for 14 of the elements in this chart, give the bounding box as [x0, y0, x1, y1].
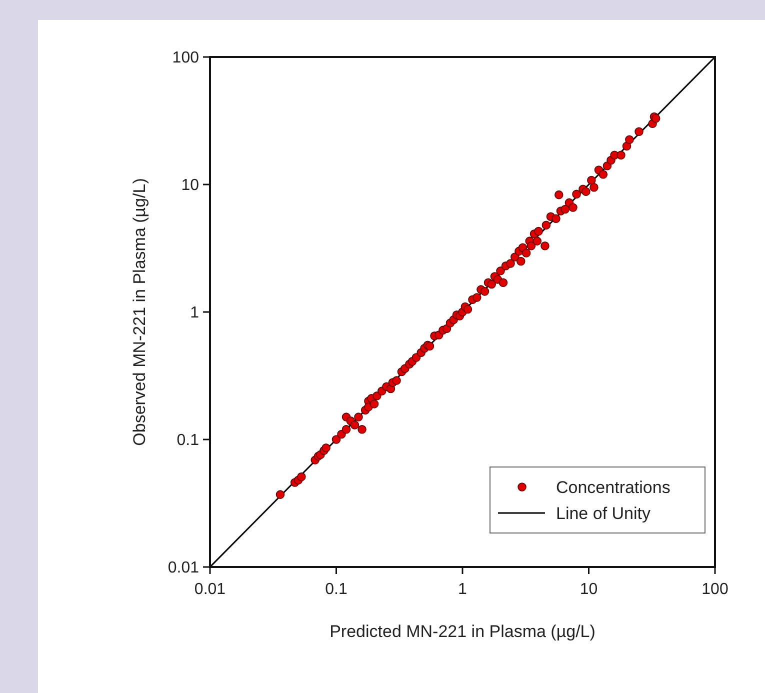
legend-label: Line of Unity	[556, 504, 651, 523]
x-tick-label: 1	[458, 581, 468, 598]
x-tick-label: 0.01	[194, 581, 226, 598]
y-tick-label: 100	[172, 50, 200, 67]
x-axis-title: Predicted MN-221 in Plasma (µg/L)	[330, 622, 596, 641]
y-axis-title: Observed MN-221 in Plasma (µg/L)	[130, 178, 149, 446]
y-tick-label: 0.1	[176, 432, 200, 450]
y-tick-label: 0.01	[168, 560, 200, 577]
legend-label: Concentrations	[556, 478, 670, 497]
x-tick-label: 0.1	[325, 581, 348, 598]
y-tick-label: 10	[181, 177, 200, 194]
x-tick-label: 10	[580, 581, 598, 598]
x-tick-label: 100	[702, 581, 728, 598]
y-tick-label: 1	[190, 304, 200, 322]
